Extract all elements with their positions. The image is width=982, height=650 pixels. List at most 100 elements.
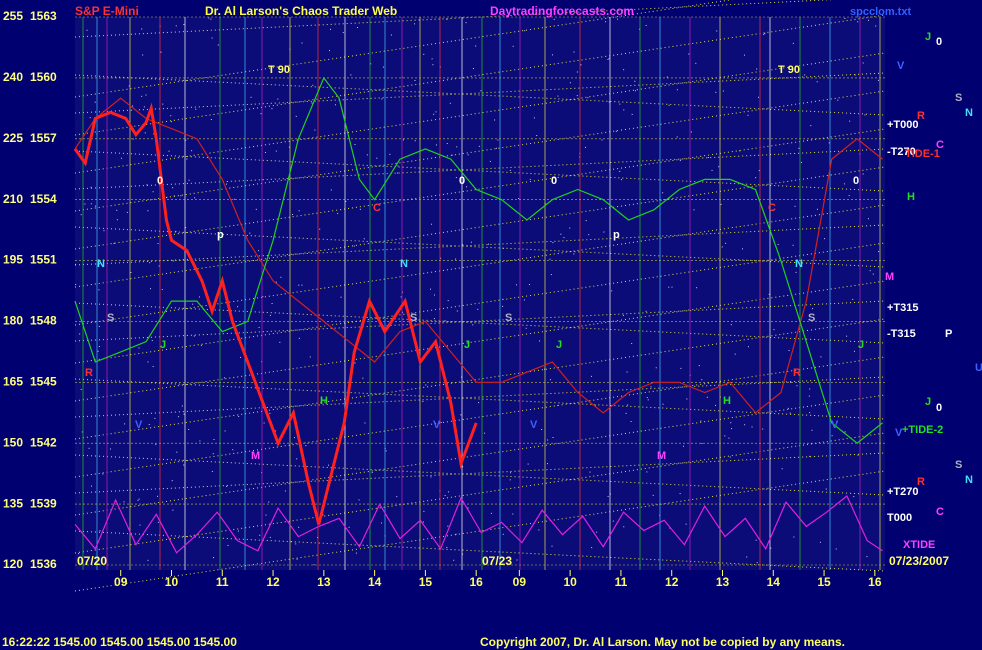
star [666,76,668,78]
trend-line [74,52,886,174]
star [382,66,384,68]
annotation: p [613,229,620,241]
star [816,208,818,210]
star [433,113,435,115]
star [502,533,504,535]
star [467,507,469,509]
star [265,514,267,516]
star [430,476,432,478]
y2-tick-label: 255 [3,9,23,23]
star [810,125,812,127]
star [132,105,134,107]
star [381,522,382,524]
star [185,139,187,141]
star [875,25,877,27]
star [835,548,837,550]
star [309,356,311,358]
star [756,68,758,70]
annotation: +TIDE-2 [902,424,943,436]
star [862,62,864,64]
star [175,25,177,27]
star [88,447,90,449]
star [627,404,629,406]
series-line [74,495,883,554]
star [576,71,578,73]
star [495,147,497,149]
star [412,313,414,315]
star [449,102,451,104]
y-tick-label: 1545 [30,375,57,389]
star [701,379,703,381]
star [97,350,99,352]
star [729,456,731,458]
star [730,324,732,326]
star [625,412,627,414]
star [296,558,298,560]
x-tick-label: 14 [767,575,781,589]
star [137,499,139,501]
star [721,246,723,248]
star [878,251,880,253]
star [730,422,732,424]
star [295,115,297,117]
star [596,531,598,533]
trend-line [74,432,886,554]
star [844,431,846,433]
star [698,365,700,367]
annotation: J [925,31,931,43]
star [588,234,590,236]
star [89,117,91,119]
annotation: V [897,60,905,72]
star [103,230,105,232]
star [113,242,115,244]
x-tick-label: 12 [665,575,679,589]
star [316,536,318,538]
annotation: V [895,427,903,439]
star [857,454,859,456]
star [80,388,82,390]
star [462,553,464,555]
star [447,491,449,493]
star [210,18,212,20]
star [292,213,294,215]
star [275,281,277,283]
y2-tick-label: 240 [3,70,23,84]
star [453,559,455,561]
star [434,294,435,296]
star [623,69,625,71]
star [792,42,794,44]
star [277,98,279,100]
star [446,143,448,145]
star [536,135,538,137]
star [502,305,504,307]
star [84,203,86,205]
star [188,179,190,181]
star [95,205,97,207]
annotation: V [831,419,839,431]
star [354,143,356,145]
star [99,530,101,532]
star [590,375,592,377]
star [679,160,681,162]
star [455,258,457,260]
star [157,521,159,523]
star [456,146,458,148]
star [239,356,241,358]
star [355,552,357,554]
annotation: N [400,258,408,270]
star [773,329,775,331]
star [312,84,314,86]
y-tick-label: 1560 [30,70,57,84]
star [153,133,155,135]
annotation: S [955,92,962,104]
star [533,117,535,119]
star [811,429,813,431]
star [98,346,100,348]
annotation: +T315 [887,302,919,314]
star [172,187,174,189]
star [528,284,530,286]
star [172,509,174,511]
trend-line [74,356,886,478]
annotation: R [917,476,925,488]
star [809,388,811,390]
